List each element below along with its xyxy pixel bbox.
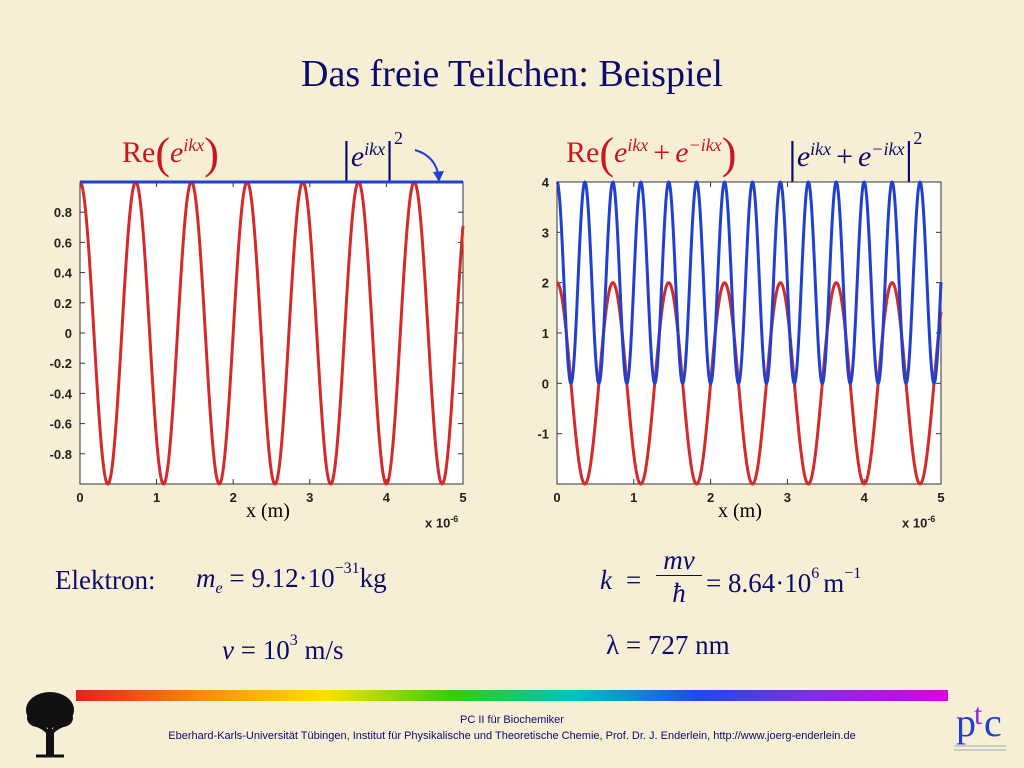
lambda-unit: nm bbox=[695, 630, 730, 660]
y-tick-label: 0.6 bbox=[54, 235, 72, 250]
mass-symbol: m bbox=[196, 563, 216, 593]
exponent-1: ikx bbox=[627, 135, 649, 155]
fraction: mv ħ bbox=[656, 545, 702, 610]
x-tick-label: 3 bbox=[306, 490, 313, 505]
k-unit: m bbox=[823, 568, 845, 598]
page-title: Das freie Teilchen: Beispiel bbox=[301, 53, 723, 95]
y-tick-label: -0.8 bbox=[50, 447, 72, 462]
left-exp-power: -6 bbox=[450, 514, 459, 524]
k-value-text: = 8.64·10 bbox=[706, 568, 812, 598]
re-label: Re bbox=[566, 136, 600, 169]
plot-area-0 bbox=[79, 181, 464, 485]
electron-label: Elektron: bbox=[55, 565, 156, 595]
velocity-unit: m/s bbox=[304, 635, 344, 665]
right-formula-real: Re(eikx + e−ikx) bbox=[566, 129, 737, 178]
logo-c: c bbox=[984, 700, 1002, 745]
fraction-numerator: mv bbox=[656, 545, 702, 576]
mass-unit: kg bbox=[359, 563, 387, 593]
k-exponent: 6 bbox=[811, 565, 820, 582]
left-xlabel-text: x (m) bbox=[246, 500, 290, 522]
mass-subscript: e bbox=[215, 580, 223, 597]
y-tick-label: 0.4 bbox=[54, 266, 73, 281]
e-symbol-2: e bbox=[675, 136, 689, 169]
x-tick-label: 2 bbox=[707, 490, 714, 505]
exponent-2: −ikx bbox=[871, 139, 905, 159]
right-xaxis-label: x (m) bbox=[718, 500, 762, 523]
right-exp-base: x 10 bbox=[902, 515, 928, 531]
plus-sign: + bbox=[653, 136, 671, 169]
y-tick-label: 1 bbox=[542, 326, 549, 341]
series-line bbox=[78, 180, 465, 486]
x-tick-label: 5 bbox=[937, 490, 944, 505]
y-tick-label: -0.2 bbox=[50, 356, 72, 371]
e-symbol-2: e bbox=[858, 140, 872, 173]
re-label: Re bbox=[122, 136, 156, 169]
exponent: ikx bbox=[183, 135, 205, 155]
x-tick-label: 0 bbox=[76, 490, 83, 505]
left-exp-base: x 10 bbox=[425, 515, 451, 531]
left-x-exponent-label: x 10-6 bbox=[425, 514, 458, 530]
k-unit-exponent: −1 bbox=[844, 565, 862, 582]
university-tree-logo bbox=[26, 692, 74, 758]
lambda-symbol: λ bbox=[606, 630, 620, 660]
y-tick-label: 0 bbox=[65, 326, 72, 341]
y-tick-label: 0 bbox=[542, 376, 549, 391]
y-tick-label: -1 bbox=[537, 427, 549, 442]
y-tick-label: 0.8 bbox=[54, 205, 72, 220]
left-xaxis-label: x (m) bbox=[246, 500, 290, 523]
electron-mass: me = 9.12·10−31kg bbox=[196, 560, 387, 598]
power: 2 bbox=[393, 128, 403, 148]
k-equals: = bbox=[626, 565, 642, 595]
y-tick-label: -0.4 bbox=[50, 386, 73, 401]
fraction-denominator: ħ bbox=[672, 578, 686, 608]
electron-velocity: v = 103 m/s bbox=[222, 632, 343, 666]
right-x-exponent-label: x 10-6 bbox=[902, 514, 935, 530]
velocity-value: = 10 bbox=[240, 635, 290, 665]
rainbow-bar bbox=[76, 690, 948, 701]
y-tick-label: -0.6 bbox=[50, 417, 72, 432]
x-tick-label: 4 bbox=[383, 490, 391, 505]
left-formula-abs: |eikx|2 bbox=[342, 128, 403, 182]
right-formula-abs: |eikx + e−ikx|2 bbox=[788, 128, 923, 182]
footer-course: PC II für Biochemiker bbox=[460, 714, 564, 726]
ptc-logo: p t c bbox=[954, 698, 1006, 751]
e-symbol-1: e bbox=[613, 136, 628, 169]
plus-sign: + bbox=[836, 140, 854, 173]
x-tick-label: 0 bbox=[553, 490, 560, 505]
k-symbol: k bbox=[600, 565, 612, 595]
right-xlabel-text: x (m) bbox=[718, 500, 762, 522]
e-symbol: e bbox=[169, 136, 184, 169]
x-tick-label: 1 bbox=[630, 490, 637, 505]
lambda-value: = 727 bbox=[625, 630, 689, 660]
k-value: = 8.64·106 m−1 bbox=[706, 565, 861, 599]
y-tick-label: 0.2 bbox=[54, 296, 72, 311]
velocity-symbol: v bbox=[222, 635, 234, 665]
x-tick-label: 2 bbox=[230, 490, 237, 505]
wavelength-equation: λ = 727 nm bbox=[606, 630, 730, 661]
right-exp-power: -6 bbox=[927, 514, 936, 524]
x-tick-label: 3 bbox=[784, 490, 791, 505]
e-symbol-1: e bbox=[796, 140, 811, 173]
power: 2 bbox=[913, 128, 923, 148]
x-tick-label: 5 bbox=[459, 490, 466, 505]
x-tick-label: 4 bbox=[861, 490, 869, 505]
mass-value: = 9.12·10 bbox=[229, 563, 335, 593]
exponent-2: −ikx bbox=[688, 135, 722, 155]
left-formula-real: Re(eikx) bbox=[122, 129, 219, 178]
logo-p: p bbox=[956, 700, 976, 745]
y-tick-label: 4 bbox=[542, 175, 550, 190]
y-tick-label: 2 bbox=[542, 276, 549, 291]
logo-t: t bbox=[974, 698, 983, 731]
mass-exponent: −31 bbox=[334, 560, 360, 577]
exponent-1: ikx bbox=[810, 139, 832, 159]
x-tick-label: 1 bbox=[153, 490, 160, 505]
footer-institution: Eberhard-Karls-Universität Tübingen, Ins… bbox=[168, 730, 856, 742]
exponent: ikx bbox=[364, 139, 386, 159]
y-tick-label: 3 bbox=[542, 225, 549, 240]
annotation-arrowhead bbox=[433, 171, 444, 182]
velocity-exponent: 3 bbox=[289, 632, 298, 649]
e-symbol: e bbox=[350, 140, 365, 173]
series-line bbox=[555, 180, 943, 385]
